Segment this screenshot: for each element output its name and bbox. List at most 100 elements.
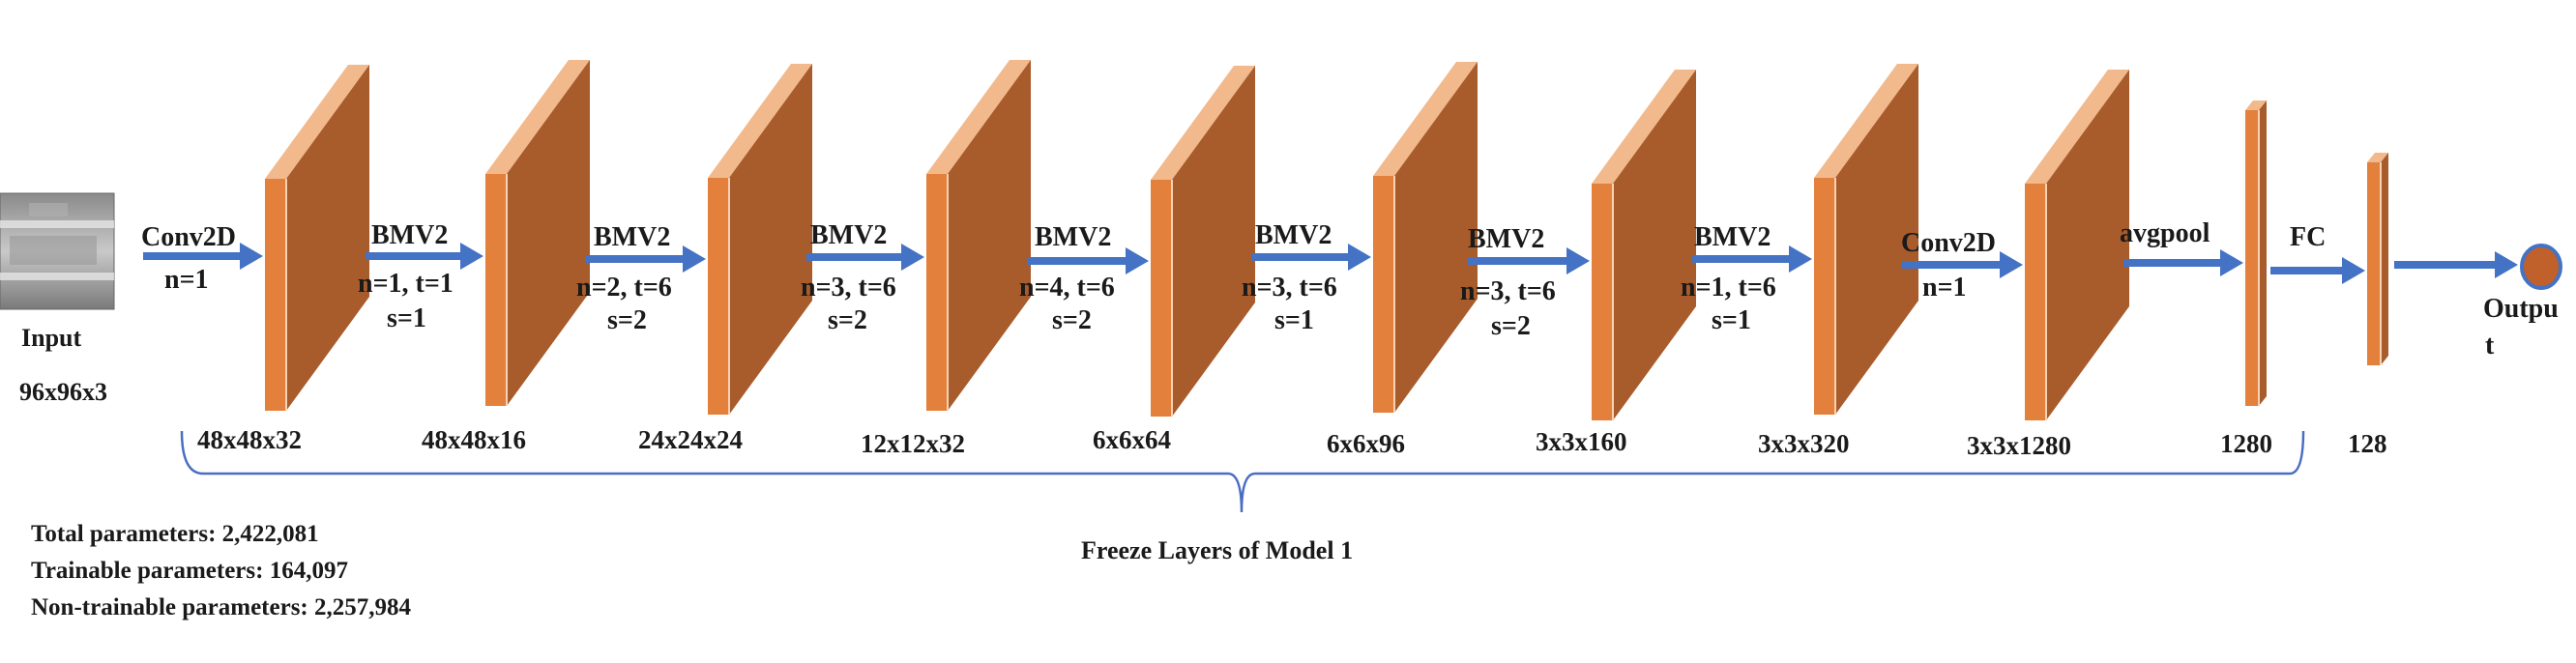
layer-slab-top-face	[2025, 70, 2129, 184]
input-title: Input	[21, 324, 81, 352]
layer-slab-front-face	[2245, 110, 2259, 406]
arrow-shaft	[1251, 253, 1350, 261]
op-params-conv2d-2: n=1	[1922, 273, 1967, 303]
op-label-fc: FC	[2290, 222, 2326, 252]
op-label-conv2d-1: Conv2D	[141, 222, 236, 252]
flow-arrow-4	[806, 244, 924, 271]
arrow-head	[1789, 245, 1812, 273]
layer-slab-7	[1592, 70, 1696, 420]
output-label-line2: t	[2485, 331, 2495, 360]
arrow-head	[460, 243, 483, 270]
layer-slab-9	[2025, 70, 2129, 420]
op-label-bmv2-5: BMV2	[1255, 220, 1332, 250]
op-stride-bmv2-3: s=2	[828, 305, 867, 335]
output-node	[2520, 244, 2562, 290]
op-label-bmv2-3: BMV2	[810, 220, 887, 250]
layer-slab-top-face	[1151, 66, 1255, 180]
arrow-head	[2495, 251, 2518, 278]
layer-slab-side-face	[729, 64, 812, 415]
op-params-bmv2-4: n=4, t=6	[1019, 273, 1115, 303]
layer-dims-5: 6x6x64	[1093, 425, 1171, 454]
arrow-shaft	[1027, 257, 1127, 265]
layer-dims-10: 1280	[2220, 429, 2272, 458]
layer-dims-9: 3x3x1280	[1967, 431, 2071, 460]
layer-slab-front-face	[1592, 184, 1613, 420]
op-stride-bmv2-1: s=1	[387, 303, 426, 333]
layer-slab-front-face	[2367, 162, 2381, 365]
layer-slab-top-face	[485, 60, 590, 174]
layer-slab-front-face	[708, 178, 729, 415]
layer-slab-side-face	[1613, 70, 1696, 420]
arrow-head	[901, 244, 924, 271]
arrow-head	[2342, 257, 2365, 284]
trainable-parameters: Trainable parameters: 164,097	[31, 558, 348, 584]
layer-dims-2: 48x48x16	[422, 425, 526, 454]
flow-arrow-7	[1468, 247, 1590, 274]
arrow-shaft	[2394, 261, 2497, 269]
op-stride-bmv2-5: s=1	[1274, 305, 1314, 335]
flow-arrow-2	[366, 243, 483, 270]
flow-arrow-12	[2394, 251, 2518, 278]
op-label-conv2d-2: Conv2D	[1901, 228, 1996, 258]
layer-dims-1: 48x48x32	[197, 425, 302, 454]
layer-slab-11	[2367, 153, 2388, 365]
flow-arrow-3	[586, 245, 706, 273]
layer-slab-front-face	[485, 174, 507, 406]
layer-slab-side-face	[2381, 153, 2388, 365]
layer-slab-front-face	[926, 174, 948, 411]
flow-arrow-5	[1027, 247, 1149, 274]
arrow-shaft	[1692, 255, 1791, 263]
layer-slab-top-face	[926, 60, 1031, 174]
arrow-head	[2000, 251, 2023, 278]
op-label-avgpool: avgpool	[2120, 218, 2210, 248]
op-label-bmv2-6: BMV2	[1468, 224, 1544, 254]
freeze-layers-brace	[180, 430, 2305, 513]
layer-slab-3	[708, 64, 812, 415]
arrow-head	[683, 245, 706, 273]
arrow-shaft	[366, 252, 462, 260]
layer-slab-side-face	[1394, 62, 1478, 413]
layer-slab-top-face	[2245, 101, 2267, 110]
op-label-bmv2-2: BMV2	[594, 222, 670, 252]
total-parameters: Total parameters: 2,422,081	[31, 521, 319, 547]
input-image	[0, 192, 115, 310]
op-params-bmv2-5: n=3, t=6	[1242, 273, 1337, 303]
layer-slab-top-face	[1592, 70, 1696, 184]
layer-slab-side-face	[1835, 64, 1918, 415]
layer-slab-top-face	[1373, 62, 1478, 176]
op-stride-bmv2-2: s=2	[607, 305, 647, 335]
layer-slab-8	[1814, 64, 1918, 415]
op-params-bmv2-1: n=1, t=1	[358, 269, 454, 299]
layer-slab-front-face	[1814, 178, 1835, 415]
feature-map-layers	[265, 60, 2388, 420]
flow-arrow-8	[1692, 245, 1812, 273]
layer-slab-top-face	[1814, 64, 1918, 178]
layer-dims-11: 128	[2348, 429, 2387, 458]
op-label-bmv2-7: BMV2	[1694, 222, 1771, 252]
op-params-bmv2-7: n=1, t=6	[1681, 273, 1776, 303]
freeze-layers-label: Freeze Layers of Model 1	[1081, 536, 1353, 564]
flow-arrow-11	[2270, 257, 2365, 284]
arrow-head	[240, 243, 263, 270]
arrow-head	[1348, 244, 1371, 271]
layer-dims-6: 6x6x96	[1327, 429, 1405, 458]
layer-slab-side-face	[2259, 101, 2267, 406]
op-label-bmv2-1: BMV2	[371, 220, 448, 250]
flow-arrow-10	[2123, 249, 2243, 276]
op-params-bmv2-2: n=2, t=6	[576, 273, 672, 303]
op-params-conv2d-1: n=1	[164, 265, 209, 295]
layer-slab-5	[1151, 66, 1255, 417]
layer-dimension-labels: 48x48x32 48x48x16 24x24x24 12x12x32 6x6x…	[197, 425, 2387, 460]
layer-slab-side-face	[286, 65, 369, 411]
arrow-shaft	[2270, 267, 2344, 274]
flow-arrow-9	[1901, 251, 2023, 278]
flow-arrows	[143, 243, 2518, 284]
arrow-head	[1566, 247, 1590, 274]
layer-slab-side-face	[1172, 66, 1255, 417]
input-dims: 96x96x3	[19, 378, 107, 406]
op-label-bmv2-4: BMV2	[1035, 222, 1111, 252]
layer-slab-top-face	[265, 65, 369, 179]
layer-slab-side-face	[2046, 70, 2129, 420]
layer-slab-side-face	[948, 60, 1031, 411]
